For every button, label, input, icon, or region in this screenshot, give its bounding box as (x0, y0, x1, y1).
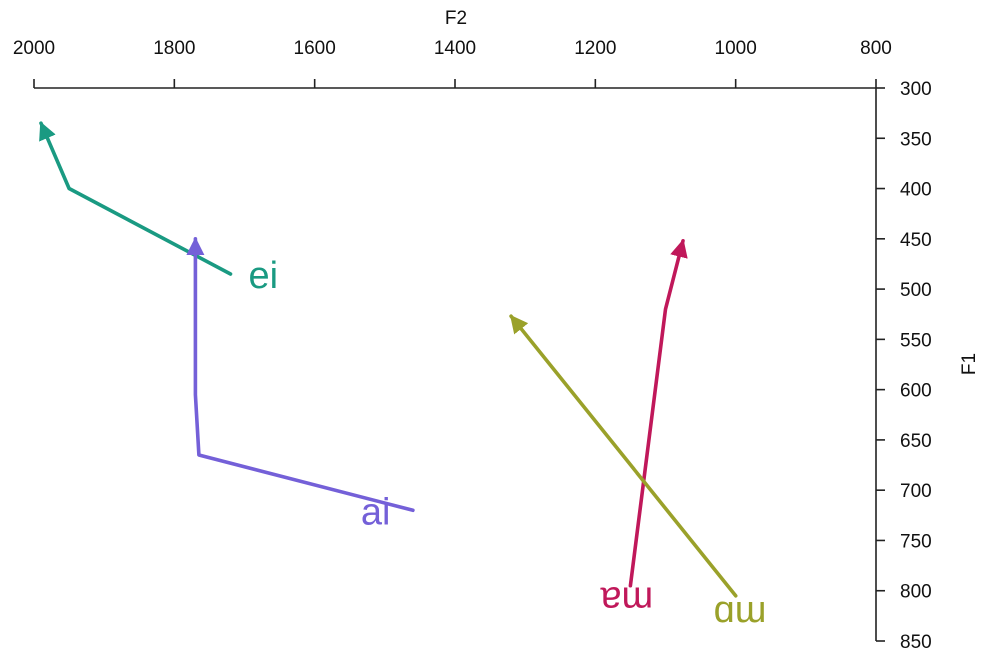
series-trajectory (509, 314, 738, 598)
y-axis-title: F1 (959, 353, 980, 375)
series-trajectory (186, 237, 415, 513)
x-tick-label: 800 (860, 38, 892, 59)
x-tick-label: 1800 (153, 38, 195, 59)
x-tick-label: 1400 (434, 38, 476, 59)
series-label: ɑɯ (714, 589, 767, 631)
x-tick-label: 1200 (574, 38, 616, 59)
series-label: ei (248, 255, 278, 297)
x-axis-title: F2 (445, 8, 467, 29)
y-tick-label: 650 (900, 431, 932, 452)
series-trajectory (39, 121, 233, 276)
x-tick-label: 2000 (13, 38, 55, 59)
x-tick-label: 1600 (294, 38, 336, 59)
series-trajectory (628, 239, 688, 588)
y-tick-label: 750 (900, 531, 932, 552)
series-label: ɐɯ (600, 575, 653, 617)
y-tick-label: 600 (900, 381, 932, 402)
y-tick-label: 300 (900, 79, 932, 100)
x-tick-label: 1000 (715, 38, 757, 59)
y-tick-label: 500 (900, 280, 932, 301)
series-layer: ei ai ɐɯ ɑɯ (39, 121, 767, 631)
axes: 2000 1800 1600 1400 1200 1000 800 300 350 400 450 5… (13, 38, 932, 652)
series-label: ai (361, 491, 391, 533)
y-tick-label: 400 (900, 180, 932, 201)
y-tick-label: 800 (900, 582, 932, 603)
y-tick-label: 550 (900, 330, 932, 351)
y-tick-label: 450 (900, 230, 932, 251)
y-tick-label: 350 (900, 129, 932, 150)
y-tick-label: 700 (900, 481, 932, 502)
y-tick-label: 850 (900, 632, 932, 652)
